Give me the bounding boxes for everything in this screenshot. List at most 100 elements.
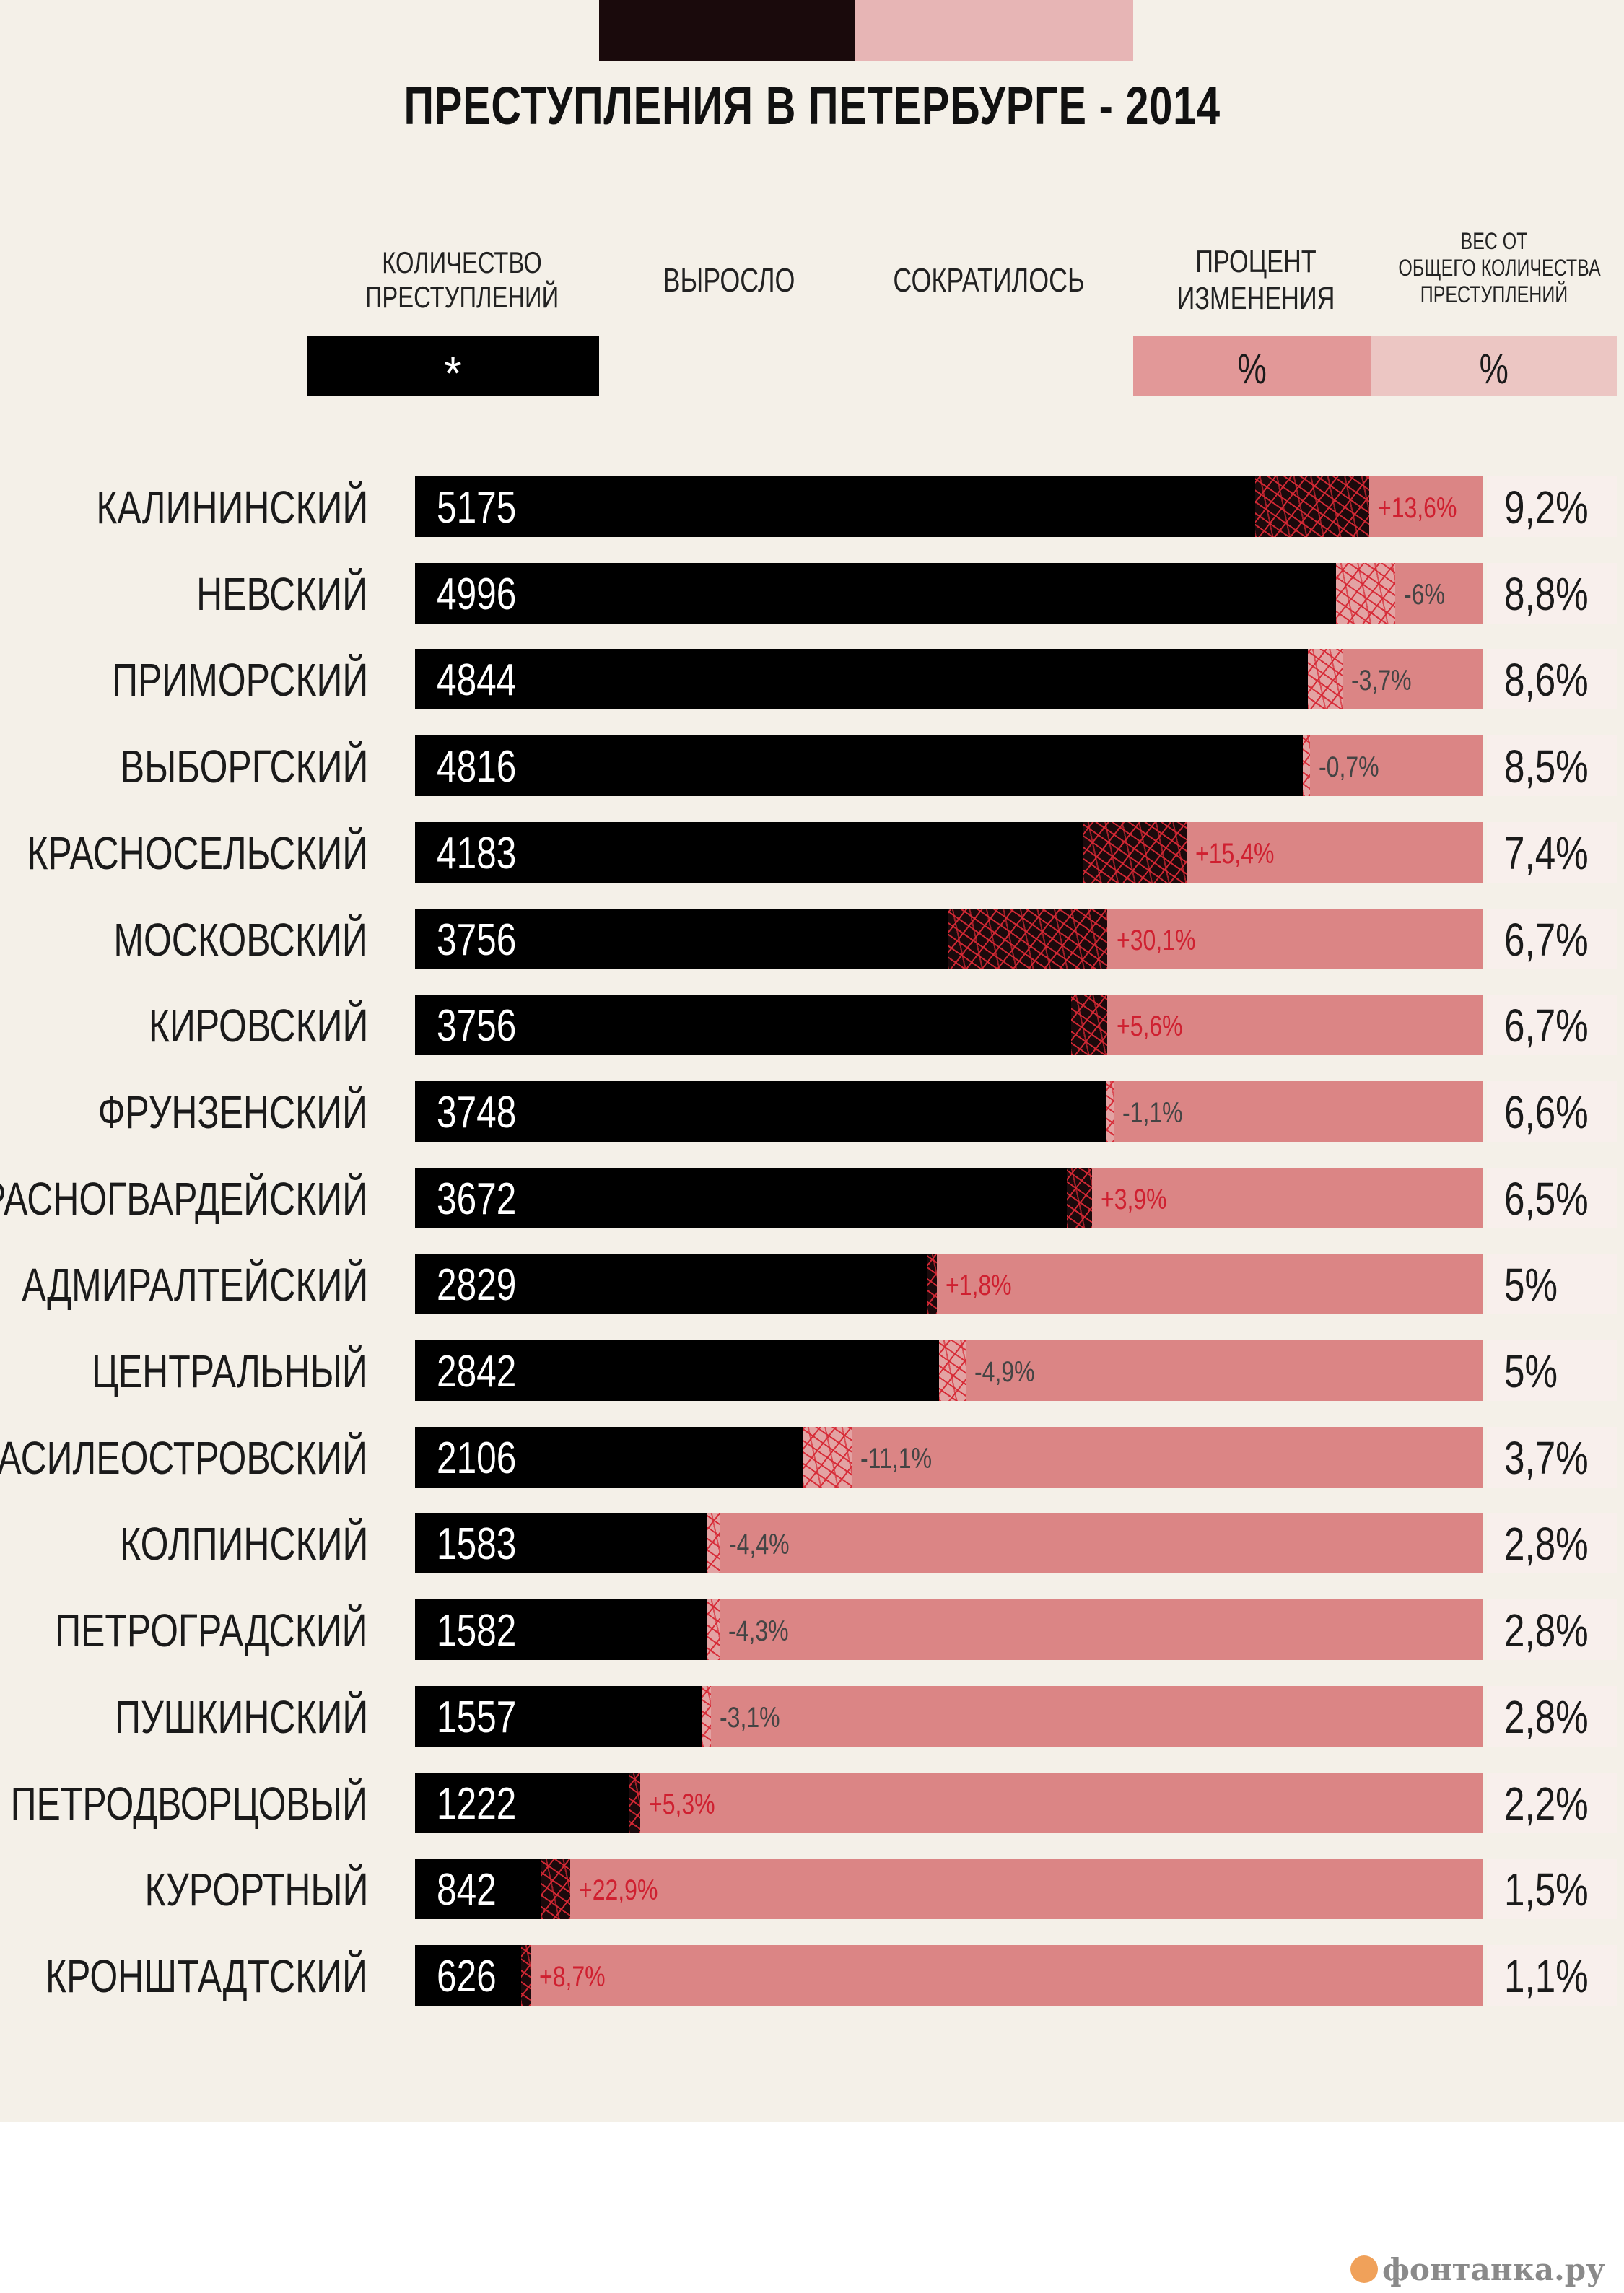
change-percent-label: +13,6% <box>1378 492 1457 524</box>
bar-row: МОСКОВСКИЙ 3756 +30,1% 6,7% <box>0 908 1624 969</box>
weight-label: 3,7% <box>1504 1431 1589 1484</box>
district-label: КАЛИНИНСКИЙ <box>96 481 368 533</box>
change-percent-label: -0,7% <box>1319 751 1379 784</box>
legend-pct-swatch: % <box>1133 336 1371 396</box>
legend-pct-label-line2: ИЗМЕНЕНИЯ <box>1176 280 1335 316</box>
change-percent-label: -3,7% <box>1350 665 1412 697</box>
increase-hatch <box>1083 821 1187 883</box>
crime-count-bar <box>415 1254 927 1315</box>
crime-count-bar <box>415 995 1071 1056</box>
district-label: КОЛПИНСКИЙ <box>119 1518 368 1571</box>
weight-label: 5% <box>1504 1345 1558 1397</box>
legend-count-label-line1: КОЛИЧЕСТВО <box>382 245 542 279</box>
crime-count-bar <box>415 1685 702 1747</box>
district-label: КИРОВСКИЙ <box>148 1000 368 1052</box>
crime-count-bar <box>415 908 948 969</box>
decrease-hatch <box>707 1513 720 1574</box>
decrease-hatch <box>939 1340 966 1401</box>
weight-box <box>1487 1254 1617 1315</box>
weight-box <box>1487 908 1617 969</box>
weight-label: 7,4% <box>1504 826 1589 879</box>
change-percent-label: -11,1% <box>860 1442 933 1475</box>
change-percent-label: -4,9% <box>974 1356 1036 1388</box>
weight-box <box>1487 1772 1617 1833</box>
legend-weight-symbol: % <box>1479 346 1509 393</box>
bar-row: КИРОВСКИЙ 3756 +5,6% 6,7% <box>0 995 1624 1056</box>
crime-count-bar <box>415 1599 707 1661</box>
legend-fell-swatch <box>855 0 1133 61</box>
legend-count-label-line2: ПРЕСТУПЛЕНИЙ <box>364 280 559 315</box>
bar-row: КУРОРТНЫЙ 842 +22,9% 1,5% <box>0 1859 1624 1920</box>
crime-count-label: 2829 <box>437 1260 517 1311</box>
crime-count-bar <box>415 1859 542 1920</box>
weight-label: 6,6% <box>1504 1086 1589 1138</box>
weight-box <box>1487 1513 1617 1574</box>
weight-box <box>1487 1167 1617 1228</box>
district-label: КУРОРТНЫЙ <box>144 1864 368 1916</box>
district-label: КРАСНОГВАРДЕЙСКИЙ <box>0 1172 368 1225</box>
poster-background: ПРЕСТУПЛЕНИЯ В ПЕТЕРБУРГЕ - 2014 КОЛИЧЕС… <box>0 0 1624 2122</box>
district-label: ПУШКИНСКИЙ <box>114 1690 368 1743</box>
weight-label: 8,6% <box>1504 654 1589 707</box>
crime-count-label: 4844 <box>437 655 517 706</box>
bar-row: ФРУНЗЕНСКИЙ 3748 -1,1% 6,6% <box>0 1080 1624 1142</box>
crime-count-bar <box>415 1944 522 2006</box>
district-label: ЦЕНТРАЛЬНЫЙ <box>92 1345 368 1397</box>
crime-count-bar <box>415 1340 939 1401</box>
fontanka-logo-icon <box>1350 2255 1378 2283</box>
bar-row: ЦЕНТРАЛЬНЫЙ 2842 -4,9% 5% <box>0 1340 1624 1401</box>
district-label: АДМИРАЛТЕЙСКИЙ <box>22 1259 368 1311</box>
weight-box <box>1487 649 1617 710</box>
bar-row: ВЫБОРГСКИЙ 4816 -0,7% 8,5% <box>0 735 1624 797</box>
crime-count-bar <box>415 1772 629 1833</box>
crime-count-label: 3748 <box>437 1087 517 1137</box>
legend-weight-label-line1: ВЕС ОТ <box>1460 228 1528 254</box>
district-label: ВЫБОРГСКИЙ <box>120 741 368 793</box>
change-percent-label: +3,9% <box>1101 1183 1167 1215</box>
weight-box <box>1487 1426 1617 1488</box>
crime-count-label: 4183 <box>437 828 517 878</box>
district-label: ФРУНЗЕНСКИЙ <box>97 1086 368 1138</box>
bar-row: КРАСНОСЕЛЬСКИЙ 4183 +15,4% 7,4% <box>0 821 1624 883</box>
decrease-hatch <box>803 1426 852 1488</box>
weight-box <box>1487 476 1617 537</box>
crime-count-label: 1583 <box>437 1519 517 1570</box>
weight-label: 1,5% <box>1504 1864 1589 1916</box>
weight-label: 2,8% <box>1504 1690 1589 1743</box>
change-percent-label: +1,8% <box>945 1270 1012 1302</box>
crime-count-label: 626 <box>437 1951 497 2001</box>
legend-pct-symbol: % <box>1237 346 1267 393</box>
crime-count-label: 5175 <box>437 483 517 533</box>
legend-grew-swatch <box>599 0 855 61</box>
crime-count-label: 2842 <box>437 1347 517 1397</box>
legend-pct-label-line1: ПРОЦЕНТ <box>1195 244 1317 279</box>
increase-hatch <box>521 1944 531 2006</box>
district-label: КРАСНОСЕЛЬСКИЙ <box>27 826 368 879</box>
crime-count-label: 1222 <box>437 1778 517 1829</box>
bar-row: КОЛПИНСКИЙ 1583 -4,4% 2,8% <box>0 1513 1624 1574</box>
legend-weight-label-line2: ОБЩЕГО КОЛИЧЕСТВА <box>1398 254 1601 281</box>
weight-box <box>1487 821 1617 883</box>
bar-row: АДМИРАЛТЕЙСКИЙ 2829 +1,8% 5% <box>0 1254 1624 1315</box>
weight-label: 2,8% <box>1504 1518 1589 1571</box>
change-percent-label: -1,1% <box>1122 1096 1183 1129</box>
change-percent-label: -4,3% <box>728 1615 789 1648</box>
weight-box <box>1487 995 1617 1056</box>
crime-count-label: 3672 <box>437 1174 517 1224</box>
increase-hatch <box>947 908 1108 969</box>
change-percent-label: -6% <box>1403 578 1445 611</box>
weight-box <box>1487 735 1617 797</box>
change-percent-label: +22,9% <box>579 1874 658 1907</box>
weight-label: 6,7% <box>1504 1000 1589 1052</box>
weight-label: 5% <box>1504 1259 1558 1311</box>
weight-label: 6,5% <box>1504 1172 1589 1225</box>
legend-count-label: КОЛИЧЕСТВО ПРЕСТУПЛЕНИЙ <box>303 245 621 315</box>
increase-hatch <box>927 1254 937 1315</box>
change-track <box>415 1859 1483 1920</box>
weight-box <box>1487 1685 1617 1747</box>
change-percent-label: -3,1% <box>720 1701 781 1734</box>
weight-box <box>1487 1080 1617 1142</box>
legend-weight-label-line3: ПРЕСТУПЛЕНИЙ <box>1420 281 1568 307</box>
bar-row: КАЛИНИНСКИЙ 5175 +13,6% 9,2% <box>0 476 1624 537</box>
crime-count-label: 842 <box>437 1865 497 1916</box>
